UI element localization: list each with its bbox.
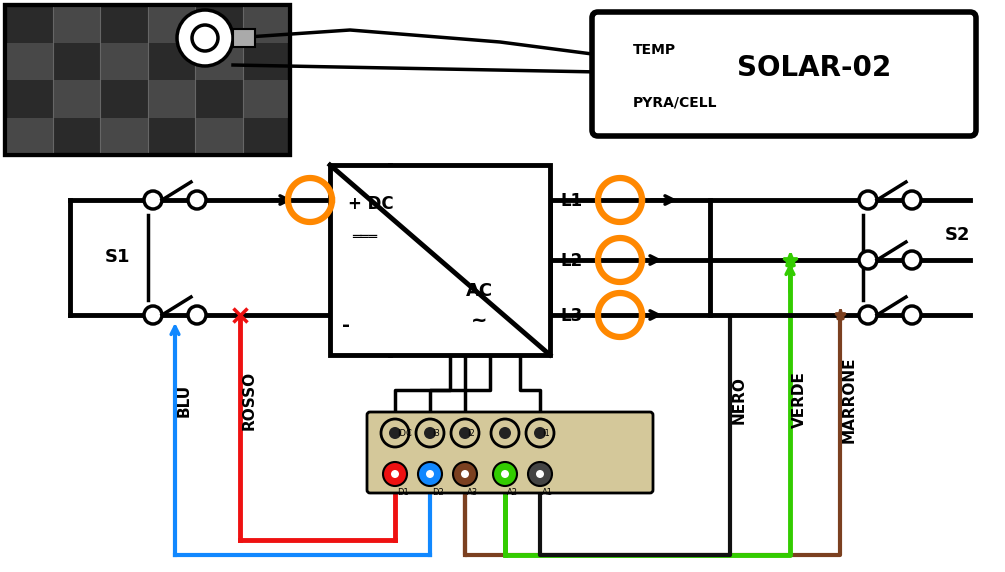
Bar: [195, 42, 242, 80]
Text: L2: L2: [560, 252, 582, 270]
Text: ~: ~: [471, 311, 487, 330]
Circle shape: [534, 427, 546, 439]
Text: NERO: NERO: [732, 376, 747, 424]
Text: IDC: IDC: [397, 428, 412, 438]
Circle shape: [453, 462, 477, 486]
Circle shape: [192, 25, 218, 51]
Text: ═══: ═══: [352, 230, 377, 244]
Bar: [148, 80, 195, 117]
Bar: [5, 42, 52, 80]
Circle shape: [859, 191, 877, 209]
Text: MARRONE: MARRONE: [841, 357, 856, 443]
Circle shape: [383, 462, 407, 486]
Circle shape: [491, 419, 519, 447]
Bar: [330, 165, 550, 355]
Text: S2: S2: [945, 226, 970, 244]
Text: BLU: BLU: [177, 383, 192, 416]
Text: L1: L1: [560, 192, 582, 210]
Circle shape: [859, 251, 877, 269]
Circle shape: [903, 251, 921, 269]
FancyBboxPatch shape: [367, 412, 653, 493]
Circle shape: [499, 427, 511, 439]
Text: A2: A2: [507, 488, 518, 497]
Text: -: -: [342, 316, 350, 335]
Circle shape: [451, 419, 479, 447]
Circle shape: [903, 191, 921, 209]
Circle shape: [501, 470, 509, 478]
Text: I1: I1: [542, 428, 550, 438]
Circle shape: [424, 427, 436, 439]
Bar: [148, 5, 195, 42]
Bar: [195, 117, 242, 155]
Circle shape: [177, 10, 233, 66]
Circle shape: [391, 470, 399, 478]
Circle shape: [903, 306, 921, 324]
Circle shape: [459, 427, 471, 439]
Circle shape: [416, 419, 444, 447]
Text: AC: AC: [466, 282, 493, 300]
Text: I2: I2: [467, 428, 474, 438]
Bar: [5, 5, 290, 155]
Text: I3: I3: [432, 428, 440, 438]
Circle shape: [418, 462, 442, 486]
Text: S1: S1: [105, 248, 130, 266]
Circle shape: [188, 306, 206, 324]
Bar: [5, 117, 52, 155]
Circle shape: [381, 419, 409, 447]
Circle shape: [528, 462, 552, 486]
Text: + DC: + DC: [348, 195, 394, 213]
Text: D1: D1: [397, 488, 409, 497]
Circle shape: [493, 462, 517, 486]
Circle shape: [389, 427, 401, 439]
Bar: [242, 80, 290, 117]
Text: A3: A3: [467, 488, 478, 497]
Circle shape: [144, 191, 162, 209]
Text: SOLAR-02: SOLAR-02: [737, 54, 890, 82]
Bar: [233, 29, 255, 47]
Circle shape: [536, 470, 544, 478]
FancyBboxPatch shape: [592, 12, 976, 136]
Text: D2: D2: [432, 488, 444, 497]
Bar: [52, 80, 100, 117]
Circle shape: [188, 191, 206, 209]
Bar: [52, 5, 100, 42]
Circle shape: [461, 470, 469, 478]
Circle shape: [144, 306, 162, 324]
Text: A1: A1: [542, 488, 553, 497]
Bar: [100, 42, 148, 80]
Circle shape: [526, 419, 554, 447]
Bar: [100, 117, 148, 155]
Bar: [5, 5, 290, 155]
Circle shape: [426, 470, 434, 478]
Text: PYRA/CELL: PYRA/CELL: [633, 95, 718, 109]
Text: ROSSO: ROSSO: [241, 371, 256, 430]
Text: TEMP: TEMP: [633, 43, 676, 57]
Text: VERDE: VERDE: [792, 372, 806, 428]
Text: L3: L3: [560, 307, 582, 325]
Circle shape: [859, 306, 877, 324]
Bar: [242, 5, 290, 42]
